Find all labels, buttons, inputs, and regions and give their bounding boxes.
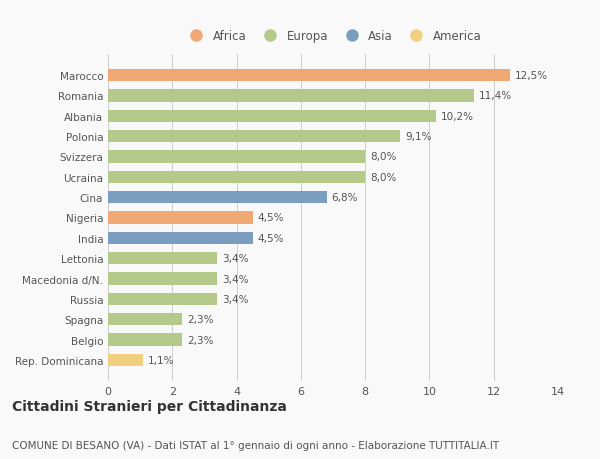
- Text: 3,4%: 3,4%: [222, 254, 248, 263]
- Text: 3,4%: 3,4%: [222, 294, 248, 304]
- Legend: Africa, Europa, Asia, America: Africa, Europa, Asia, America: [179, 25, 487, 48]
- Bar: [108, 90, 475, 102]
- Bar: [108, 131, 401, 143]
- Bar: [108, 171, 365, 184]
- Bar: [108, 354, 143, 366]
- Bar: [108, 111, 436, 123]
- Bar: [108, 293, 217, 305]
- Text: 8,0%: 8,0%: [370, 173, 397, 182]
- Bar: [108, 334, 182, 346]
- Text: 8,0%: 8,0%: [370, 152, 397, 162]
- Bar: [108, 252, 217, 265]
- Text: 1,1%: 1,1%: [148, 355, 175, 365]
- Text: Cittadini Stranieri per Cittadinanza: Cittadini Stranieri per Cittadinanza: [12, 399, 287, 413]
- Text: 2,3%: 2,3%: [187, 314, 213, 325]
- Text: 4,5%: 4,5%: [257, 233, 284, 243]
- Text: 3,4%: 3,4%: [222, 274, 248, 284]
- Text: 4,5%: 4,5%: [257, 213, 284, 223]
- Bar: [108, 192, 326, 204]
- Text: 9,1%: 9,1%: [406, 132, 432, 142]
- Text: 12,5%: 12,5%: [515, 71, 548, 81]
- Bar: [108, 70, 510, 82]
- Text: 11,4%: 11,4%: [479, 91, 512, 101]
- Bar: [108, 212, 253, 224]
- Text: 10,2%: 10,2%: [440, 112, 473, 122]
- Text: COMUNE DI BESANO (VA) - Dati ISTAT al 1° gennaio di ogni anno - Elaborazione TUT: COMUNE DI BESANO (VA) - Dati ISTAT al 1°…: [12, 440, 499, 450]
- Bar: [108, 151, 365, 163]
- Text: 6,8%: 6,8%: [331, 193, 358, 203]
- Text: 2,3%: 2,3%: [187, 335, 213, 345]
- Bar: [108, 313, 182, 325]
- Bar: [108, 273, 217, 285]
- Bar: [108, 232, 253, 244]
